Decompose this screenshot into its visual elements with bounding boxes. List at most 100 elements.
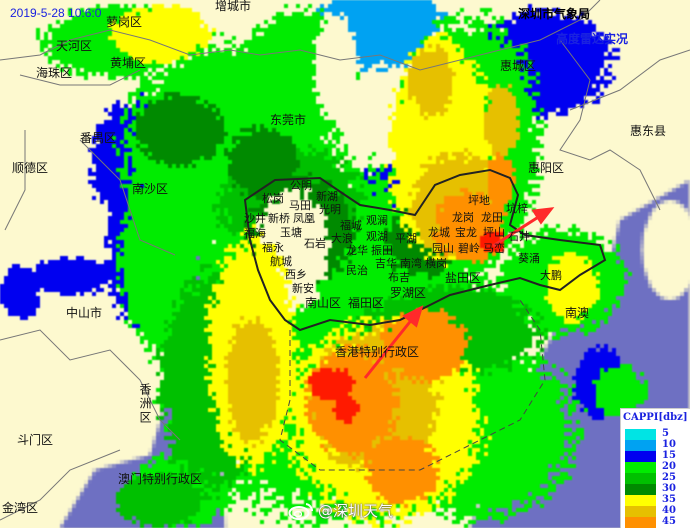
- map-label: 玉塘: [280, 226, 302, 239]
- legend-row: 45: [625, 516, 687, 528]
- legend-row: 25: [625, 472, 687, 484]
- legend-swatch: [625, 517, 656, 528]
- legend-row: 5: [625, 428, 687, 440]
- map-label: 观澜: [366, 214, 388, 227]
- map-label: 光明: [319, 203, 341, 216]
- legend-swatch: [625, 473, 656, 484]
- map-label: 澳门特别行政区: [118, 472, 203, 486]
- product-title: 高度雷达实况: [556, 32, 629, 46]
- map-label: 新安: [292, 282, 314, 295]
- map-label: 番禺区: [80, 131, 117, 145]
- map-label: 福城: [340, 219, 362, 232]
- district-boundary: [0, 0, 601, 71]
- map-label: 大鹏: [540, 269, 562, 282]
- movement-arrow: [492, 214, 541, 248]
- legend-value: 15: [662, 450, 676, 461]
- map-label: 坪地: [468, 194, 490, 207]
- map-label: 龙华: [346, 244, 368, 257]
- map-label: 天河区: [56, 39, 93, 53]
- map-label: 盐田区: [445, 271, 482, 285]
- map-label: 海珠区: [36, 66, 73, 80]
- map-label: 香港特别行政区: [335, 345, 420, 359]
- map-label: 龙城: [428, 226, 450, 239]
- legend-value: 35: [662, 494, 676, 505]
- map-label: 南澳: [565, 306, 590, 320]
- legend-row: 10: [625, 439, 687, 451]
- movement-arrow: [363, 317, 415, 379]
- map-label: 振田: [371, 244, 393, 257]
- map-label: 马峦: [483, 242, 505, 255]
- map-label: 石岩: [304, 237, 326, 250]
- map-label: 公明: [290, 179, 312, 192]
- map-label: 香洲区: [138, 383, 152, 425]
- legend-value: 10: [662, 439, 676, 450]
- legend-value: 30: [662, 483, 676, 494]
- map-label: 大浪: [331, 232, 353, 245]
- movement-arrow-head: [531, 207, 555, 225]
- map-label: 南湾: [400, 257, 422, 270]
- legend-value: 40: [662, 505, 676, 516]
- hongkong-boundary: [279, 299, 546, 471]
- legend-swatch: [625, 495, 656, 506]
- map-label: 惠东县: [630, 124, 667, 138]
- district-boundary: [4, 69, 176, 256]
- map-label: 沙井: [244, 212, 266, 225]
- legend-value: 45: [662, 516, 676, 527]
- legend-swatch: [625, 484, 656, 495]
- map-label: 龙岗: [452, 211, 474, 224]
- legend-swatch: [625, 451, 656, 462]
- legend-value: 5: [662, 428, 669, 439]
- legend-row: 35: [625, 494, 687, 506]
- map-label: 东莞市: [270, 113, 307, 127]
- map-label: 凤凰: [293, 212, 315, 225]
- legend-swatch: [625, 462, 656, 473]
- map-label: 增城市: [215, 0, 252, 13]
- watermark-text: @深圳天气: [318, 502, 394, 520]
- legend-title: CAPPI[dbz]: [623, 412, 688, 423]
- dbz-legend: CAPPI[dbz] 5 10 15 20 25 30 35 40 45: [620, 408, 690, 528]
- map-label: 坑梓: [506, 202, 528, 215]
- map-label: 宝龙: [455, 226, 477, 239]
- map-label: 南沙区: [132, 182, 169, 196]
- map-label: 中山市: [66, 306, 103, 320]
- map-label: 新桥: [268, 212, 290, 225]
- weibo-watermark: @深圳天气: [288, 500, 393, 521]
- map-label: 金湾区: [2, 501, 39, 515]
- map-label: 斗门区: [17, 433, 54, 447]
- legend-row: 30: [625, 483, 687, 495]
- district-boundary: [0, 329, 181, 521]
- map-label: 航城: [270, 255, 292, 268]
- legend-swatch: [625, 506, 656, 517]
- map-label: 龙田: [481, 211, 503, 224]
- map-label: 坪山: [483, 226, 505, 239]
- map-label: 西乡: [285, 268, 307, 281]
- map-label: 石井: [508, 230, 530, 243]
- map-label: 吉华: [375, 257, 397, 270]
- legend-swatch: [625, 440, 656, 451]
- legend-value: 20: [662, 461, 676, 472]
- map-label: 碧岭: [458, 242, 480, 255]
- map-label: 横岗: [425, 257, 447, 270]
- timestamp: 2019-5-28 10:6:0: [10, 6, 102, 20]
- map-label: 萝岗区: [106, 15, 143, 29]
- map-label: 葵涌: [518, 252, 540, 265]
- map-label: 布吉: [388, 271, 410, 284]
- district-boundary: [559, 39, 690, 211]
- legend-swatch: [625, 429, 656, 440]
- map-label: 观湖: [366, 230, 388, 243]
- map-label: 马田: [289, 199, 311, 212]
- map-label: 惠城区: [500, 59, 537, 73]
- map-label: 福田区: [348, 296, 385, 310]
- movement-arrow-head: [402, 305, 424, 328]
- map-label: 平湖: [395, 232, 417, 245]
- map-label: 罗湖区: [390, 286, 427, 300]
- map-label: 民治: [346, 264, 368, 277]
- map-label: 南山区: [305, 296, 342, 310]
- shenzhen-boundary: [243, 168, 607, 332]
- legend-value: 25: [662, 472, 676, 483]
- map-label: 福永: [262, 241, 284, 254]
- map-label: 福海: [244, 227, 266, 240]
